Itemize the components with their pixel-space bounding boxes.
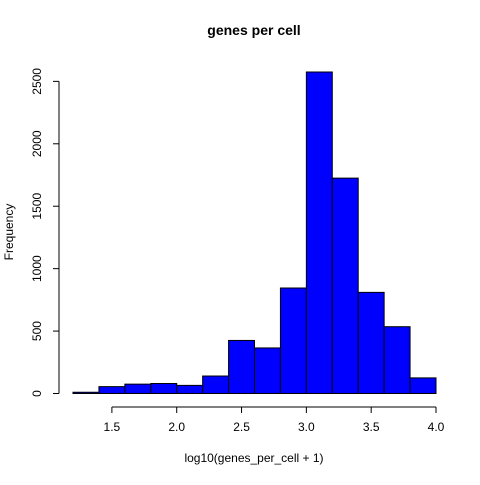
y-tick-label: 0 [30,390,44,397]
x-tick-label: 1.5 [104,420,121,434]
chart-title: genes per cell [207,22,300,38]
y-axis: 0 500 1000 1500 2000 2500 [30,68,60,397]
x-tick-label: 2.0 [168,420,185,434]
bars-layer [72,71,437,395]
histogram-bar [72,391,100,394]
histogram-bar [383,326,411,395]
x-axis-label: log10(genes_per_cell + 1) [184,451,323,465]
histogram-bar [228,339,256,395]
y-tick-label: 2000 [30,130,44,157]
x-tick-label: 3.0 [298,420,315,434]
histogram-bar [124,383,152,395]
histogram-bar [279,287,307,394]
y-tick-label: 500 [30,321,44,341]
histogram-bar [150,383,178,395]
histogram-bar [202,375,230,394]
histogram-bar [98,386,126,395]
histogram-bar [254,347,281,394]
x-tick-label: 2.5 [233,420,250,434]
y-axis-label: Frequency [2,204,16,261]
x-tick-label: 3.5 [363,420,380,434]
x-tick-label: 4.0 [428,420,445,434]
y-tick-label: 1500 [30,193,44,220]
x-axis: 1.5 2.0 2.5 3.0 3.5 4.0 [104,406,445,434]
histogram-bar [176,384,204,395]
y-tick-label: 1000 [30,255,44,282]
y-tick-label: 2500 [30,68,44,95]
histogram-bar [305,71,333,394]
histogram-bar [331,177,359,394]
histogram-bar [409,377,437,395]
histogram-bar [357,291,385,394]
